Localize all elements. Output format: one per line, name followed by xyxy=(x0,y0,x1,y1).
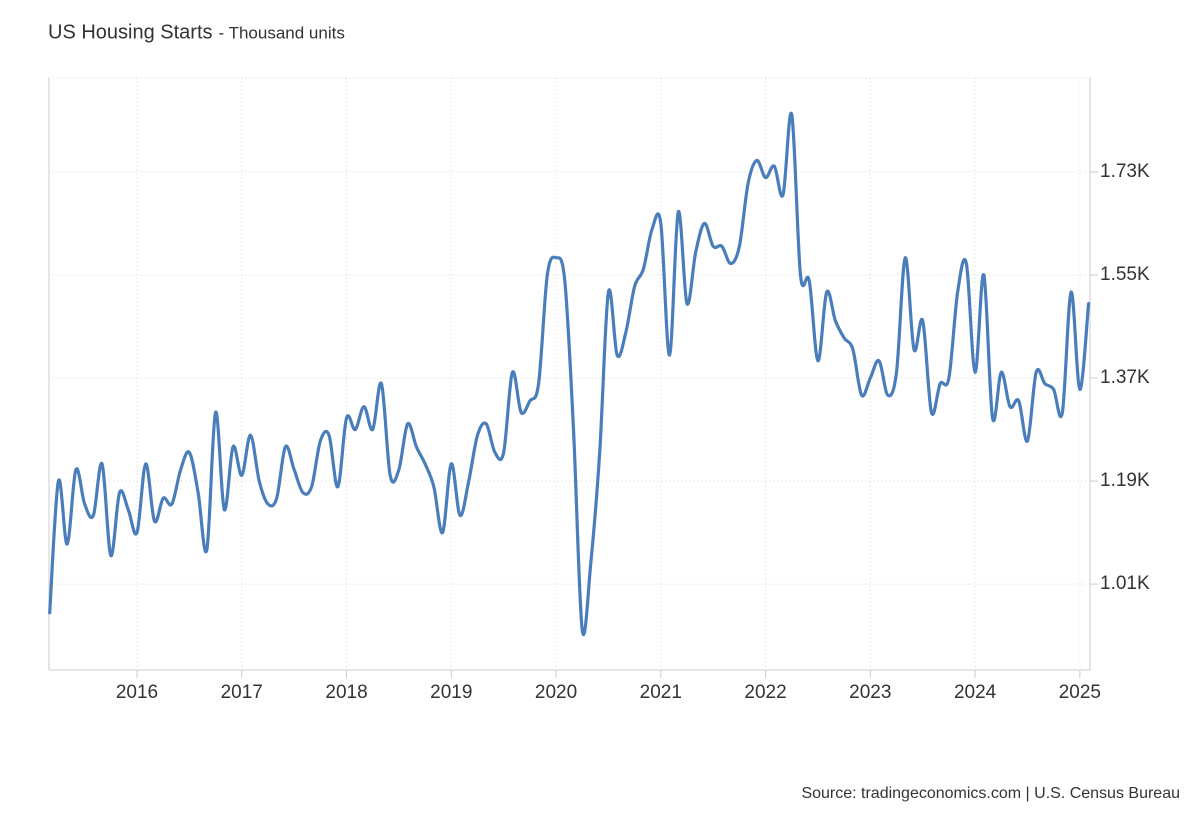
chart-title: US Housing Starts xyxy=(48,21,213,43)
chart-subtitle: - Thousand units xyxy=(219,23,345,42)
x-tick-label: 2023 xyxy=(849,682,891,703)
x-tick-label: 2025 xyxy=(1059,682,1101,703)
x-tick-label: 2017 xyxy=(221,682,263,703)
data-line xyxy=(48,111,1091,636)
x-tick-label: 2019 xyxy=(430,682,472,703)
x-tick-label: 2022 xyxy=(744,682,786,703)
y-tick-label: 1.19K xyxy=(1100,470,1150,491)
y-tick-label: 1.01K xyxy=(1100,573,1150,594)
x-tick-label: 2016 xyxy=(116,682,158,703)
source: Source: tradingeconomics.com | U.S. Cens… xyxy=(801,785,1180,802)
x-tick-label: 2021 xyxy=(640,682,682,703)
y-tick-label: 1.55K xyxy=(1100,264,1150,285)
y-tick-label: 1.73K xyxy=(1100,161,1150,182)
x-tick-label: 2020 xyxy=(535,682,577,703)
x-tick-label: 2018 xyxy=(325,682,367,703)
x-tick-label: 2024 xyxy=(954,682,997,703)
y-tick-label: 1.37K xyxy=(1100,367,1150,388)
